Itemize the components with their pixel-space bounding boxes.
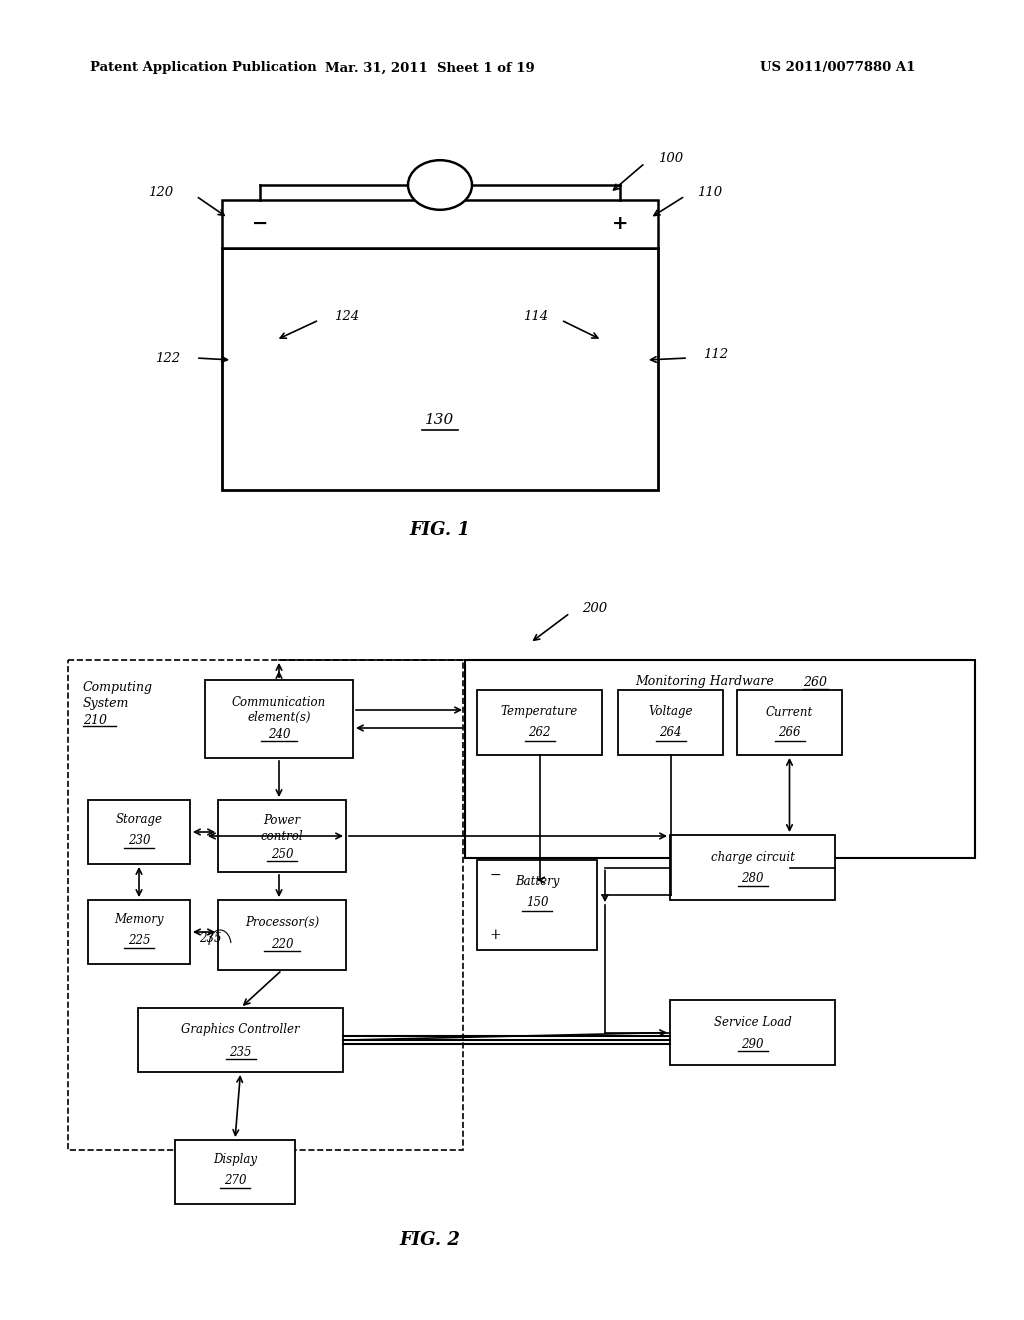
- Ellipse shape: [408, 160, 472, 210]
- Text: 112: 112: [703, 348, 728, 362]
- Bar: [222, 201, 658, 248]
- Text: element(s): element(s): [247, 710, 310, 723]
- Text: 290: 290: [741, 1038, 764, 1051]
- Text: Voltage: Voltage: [648, 705, 693, 718]
- Bar: [670, 1001, 835, 1065]
- Text: FIG. 2: FIG. 2: [399, 1232, 461, 1249]
- Text: 122: 122: [155, 351, 180, 364]
- Text: +: +: [489, 928, 501, 942]
- Bar: [205, 680, 353, 758]
- Text: 225: 225: [128, 933, 151, 946]
- Text: Storage: Storage: [116, 813, 163, 826]
- Bar: [737, 690, 842, 755]
- Text: 210: 210: [83, 714, 106, 726]
- Bar: [588, 248, 616, 490]
- Text: −: −: [489, 869, 501, 882]
- Text: 100: 100: [658, 152, 683, 165]
- Bar: [222, 248, 658, 490]
- Text: Power: Power: [263, 813, 301, 826]
- Bar: [218, 800, 346, 873]
- Text: Monitoring Hardware: Monitoring Hardware: [635, 676, 774, 689]
- Text: 130: 130: [425, 413, 455, 426]
- Text: FIG. 1: FIG. 1: [410, 521, 470, 539]
- Text: 250: 250: [270, 847, 293, 861]
- Text: V: V: [433, 176, 446, 194]
- Text: +: +: [611, 215, 629, 234]
- Bar: [477, 861, 597, 950]
- Text: Communication: Communication: [231, 696, 326, 709]
- Text: 262: 262: [528, 726, 551, 739]
- Text: control: control: [261, 829, 303, 842]
- Bar: [68, 660, 463, 1150]
- Bar: [264, 248, 292, 490]
- Text: System: System: [83, 697, 129, 710]
- Bar: [618, 690, 723, 755]
- Text: 200: 200: [582, 602, 607, 615]
- Text: Graphics Controller: Graphics Controller: [181, 1023, 300, 1036]
- Text: Mar. 31, 2011  Sheet 1 of 19: Mar. 31, 2011 Sheet 1 of 19: [326, 62, 535, 74]
- Text: 120: 120: [148, 186, 173, 198]
- Text: 280: 280: [741, 873, 764, 886]
- Bar: [477, 690, 602, 755]
- Bar: [88, 800, 190, 865]
- Text: Processor(s): Processor(s): [245, 916, 319, 928]
- Text: 264: 264: [659, 726, 682, 739]
- Text: Temperature: Temperature: [501, 705, 579, 718]
- Bar: [138, 1008, 343, 1072]
- Text: Display: Display: [213, 1154, 257, 1167]
- Text: US 2011/0077880 A1: US 2011/0077880 A1: [760, 62, 915, 74]
- Text: Current: Current: [766, 705, 813, 718]
- Bar: [670, 836, 835, 900]
- Bar: [175, 1140, 295, 1204]
- Text: 235: 235: [229, 1045, 252, 1059]
- Bar: [616, 248, 658, 490]
- Text: 110: 110: [697, 186, 722, 198]
- Text: 240: 240: [267, 727, 290, 741]
- Text: 150: 150: [525, 896, 548, 909]
- Text: −: −: [252, 215, 268, 234]
- Text: 230: 230: [128, 833, 151, 846]
- Bar: [88, 900, 190, 964]
- Bar: [218, 900, 346, 970]
- Text: charge circuit: charge circuit: [711, 850, 795, 863]
- Bar: [465, 660, 975, 858]
- Text: Service Load: Service Load: [714, 1015, 792, 1028]
- Text: Memory: Memory: [115, 913, 164, 927]
- Text: 220: 220: [270, 937, 293, 950]
- Text: Computing: Computing: [83, 681, 153, 694]
- Text: 114: 114: [523, 309, 548, 322]
- Text: 260: 260: [803, 676, 827, 689]
- Text: 235: 235: [199, 932, 221, 945]
- Text: 124: 124: [334, 309, 359, 322]
- Text: 266: 266: [778, 726, 801, 739]
- Text: Battery: Battery: [515, 875, 559, 888]
- Text: Patent Application Publication: Patent Application Publication: [90, 62, 316, 74]
- Text: 270: 270: [224, 1173, 246, 1187]
- Bar: [222, 248, 264, 490]
